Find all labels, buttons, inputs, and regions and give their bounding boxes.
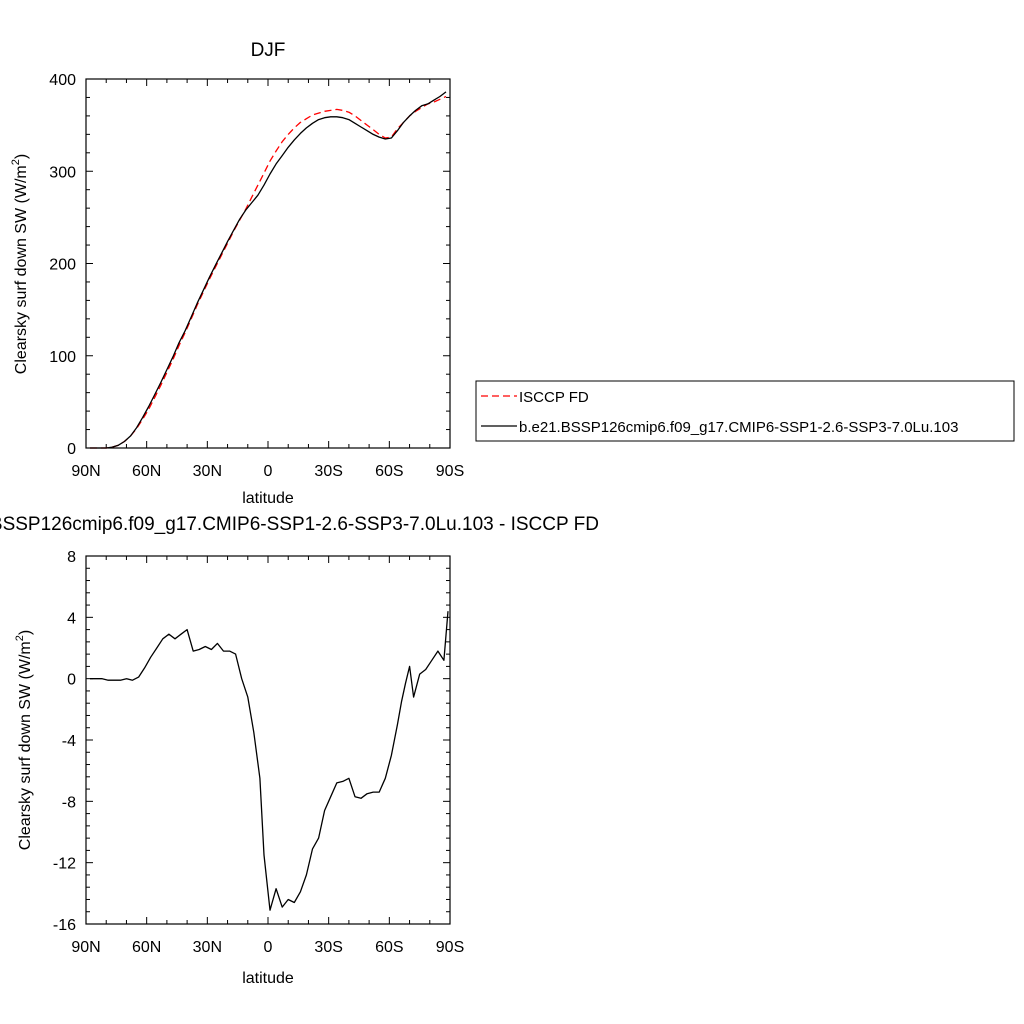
top-ticks: 90N 60N 30N 0 30S 60S 90S 0 100 200 300 400 xyxy=(49,72,464,480)
top-x-tick-label: 0 xyxy=(264,463,273,480)
bottom-x-tick-label: 30S xyxy=(314,939,342,956)
legend-label-isccp: ISCCP FD xyxy=(519,389,589,406)
legend: ISCCP FD b.e21.BSSP126cmip6.f09_g17.CMIP… xyxy=(475,380,1015,442)
top-chart-title: DJF xyxy=(251,40,286,61)
bottom-y-axis-title: Clearsky surf down SW (W/m2) xyxy=(14,630,34,850)
bottom-plot-frame xyxy=(85,555,451,925)
top-x-tick-label: 90S xyxy=(436,463,464,480)
top-plot-frame xyxy=(85,78,451,449)
bottom-y-tick-label: 0 xyxy=(67,672,76,689)
top-y-tick-label: 400 xyxy=(49,72,76,89)
bottom-y-tick-label: -8 xyxy=(62,794,76,811)
bottom-y-tick-label: 4 xyxy=(67,610,76,627)
bottom-panel: b.e21.BSSP126cmip6.f09_g17.CMIP6-SSP1-2.… xyxy=(0,514,599,987)
top-y-tick-label: 100 xyxy=(49,349,76,366)
top-y-axis-title-sup: 2 xyxy=(10,159,22,165)
bottom-ticks: 90N 60N 30N 0 30S 60S 90S -16 -12 -8 -4 0 4 8 xyxy=(53,549,464,956)
top-series-lines xyxy=(90,91,447,449)
bottom-y-tick-label: -4 xyxy=(62,733,76,750)
bottom-y-axis-title-sup: 2 xyxy=(14,635,26,641)
bottom-x-tick-label: 60S xyxy=(375,939,403,956)
top-y-tick-label: 200 xyxy=(49,257,76,274)
top-x-tick-label: 30S xyxy=(314,463,342,480)
legend-box xyxy=(475,380,1015,442)
top-y-tick-label: 0 xyxy=(67,441,76,458)
legend-label-model: b.e21.BSSP126cmip6.f09_g17.CMIP6-SSP1-2.… xyxy=(519,419,958,436)
bottom-series-lines xyxy=(90,611,449,911)
top-x-tick-label: 90N xyxy=(71,463,100,480)
top-y-axis-title-main: Clearsky surf down SW (W/m xyxy=(13,165,30,374)
top-y-axis-title: Clearsky surf down SW (W/m2) xyxy=(10,154,30,374)
top-x-tick-label: 30N xyxy=(193,463,222,480)
bottom-y-axis-title-main: Clearsky surf down SW (W/m xyxy=(17,641,34,850)
top-y-tick-label: 300 xyxy=(49,164,76,181)
bottom-y-tick-label: 8 xyxy=(67,549,76,566)
bottom-chart-title: b.e21.BSSP126cmip6.f09_g17.CMIP6-SSP1-2.… xyxy=(0,514,599,535)
bottom-y-tick-label: -12 xyxy=(53,856,76,873)
top-panel: DJF 90N 60N 30N 0 30S 60S 90S 0 100 200 300 400 lat… xyxy=(10,40,464,507)
top-series-line-1 xyxy=(90,91,447,449)
top-x-tick-label: 60N xyxy=(132,463,161,480)
top-x-axis-title: latitude xyxy=(242,490,294,507)
bottom-x-tick-label: 0 xyxy=(264,939,273,956)
bottom-series-line-0 xyxy=(90,611,449,911)
top-x-tick-label: 60S xyxy=(375,463,403,480)
bottom-x-tick-label: 90S xyxy=(436,939,464,956)
bottom-y-axis-title-tail: ) xyxy=(17,630,34,635)
bottom-y-tick-label: -16 xyxy=(53,917,76,934)
bottom-x-tick-label: 60N xyxy=(132,939,161,956)
bottom-x-tick-label: 30N xyxy=(193,939,222,956)
bottom-x-tick-label: 90N xyxy=(71,939,100,956)
top-series-line-0 xyxy=(90,95,447,449)
top-y-axis-title-tail: ) xyxy=(13,154,30,159)
bottom-x-axis-title: latitude xyxy=(242,970,294,987)
